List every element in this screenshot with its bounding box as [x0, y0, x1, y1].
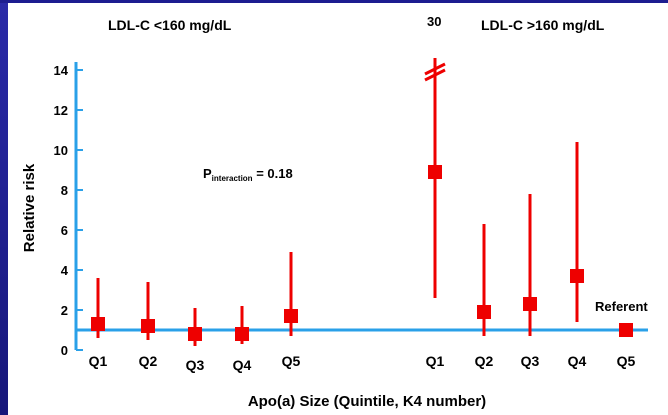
x-category-label: Q4 [233, 357, 252, 373]
axes-layer: 0 2 4 6 8 10 12 14 Q1 Q2 Q3 Q4 Q5 Q1 Q2 Q3 Q4 Q5 [54, 62, 648, 373]
x-category-label: Q3 [186, 357, 205, 373]
y-tick-label: 6 [61, 223, 68, 238]
rr-marker [477, 305, 491, 319]
x-axis-title: Apo(a) Size (Quintile, K4 number) [248, 393, 486, 410]
y-tick-label: 8 [61, 183, 68, 198]
x-category-label: Q4 [568, 353, 587, 369]
y-tick-label: 4 [61, 263, 69, 278]
rr-marker [188, 327, 202, 341]
slide-top-strip [0, 0, 668, 3]
rr-marker [284, 309, 298, 323]
panel-title-right: LDL-C >160 mg/dL [481, 17, 605, 33]
x-category-label: Q1 [426, 353, 445, 369]
marks-layer [91, 58, 633, 346]
rr-marker [523, 297, 537, 311]
slide-left-bar [0, 0, 8, 415]
rr-marker [91, 317, 105, 331]
y-tick-label: 14 [54, 63, 69, 78]
rr-marker [235, 327, 249, 341]
y-tick-label: 2 [61, 303, 68, 318]
ci-overflow-label: 30 [427, 14, 441, 29]
p-annotation-prefix: P [203, 166, 212, 181]
p-interaction-annotation: Pinteraction = 0.18 [203, 166, 293, 183]
p-annotation-suffix: = 0.18 [253, 166, 293, 181]
ci-break-mark [424, 68, 446, 82]
rr-marker [570, 269, 584, 283]
x-category-label: Q5 [282, 353, 301, 369]
x-category-label: Q2 [475, 353, 494, 369]
ci-break-mark [424, 62, 446, 76]
y-tick-label: 12 [54, 103, 68, 118]
x-category-label: Q2 [139, 353, 158, 369]
referent-label: Referent [595, 299, 648, 314]
rr-marker [428, 165, 442, 179]
x-category-label: Q1 [89, 353, 108, 369]
x-category-label: Q5 [617, 353, 636, 369]
panel-title-left: LDL-C <160 mg/dL [108, 17, 232, 33]
x-category-label: Q3 [521, 353, 540, 369]
p-annotation-subscript: interaction [212, 174, 253, 183]
y-tick-label: 0 [61, 343, 68, 358]
y-axis-title: Relative risk [21, 163, 38, 252]
text-layer: LDL-C <160 mg/dL LDL-C >160 mg/dL Relati… [21, 14, 648, 410]
y-tick-label: 10 [54, 143, 68, 158]
rr-marker [141, 319, 155, 333]
rr-marker [619, 323, 633, 337]
